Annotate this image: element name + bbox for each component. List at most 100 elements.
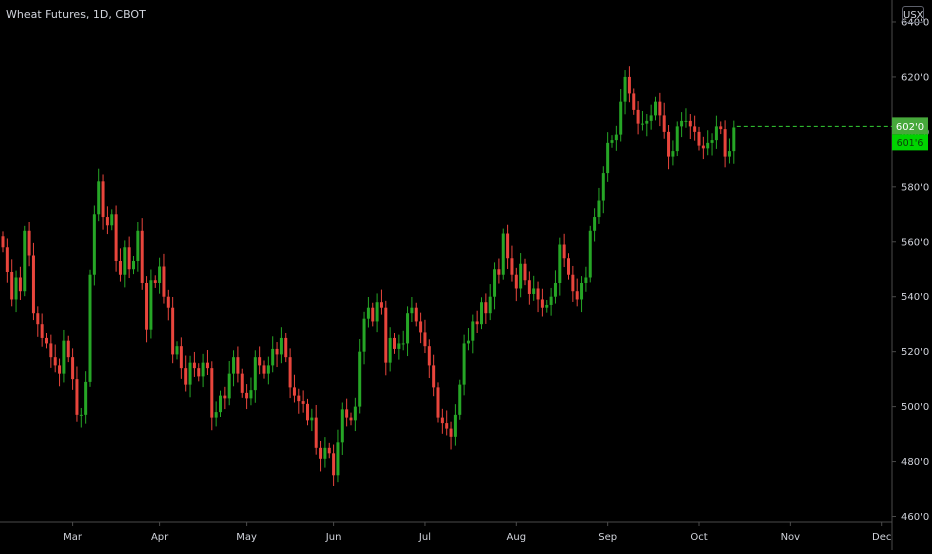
time-tick-label: Mar [63,532,83,543]
candle [371,302,375,327]
candle [484,293,488,324]
candle [258,346,262,375]
candle-body [132,261,135,270]
candle-body [219,395,222,413]
candle [197,363,201,382]
candle [658,92,662,127]
price-tick-label: 500'0 [901,402,929,413]
candle-body [523,263,527,281]
candle [649,104,653,130]
candle [18,266,22,301]
candle-body [340,409,344,443]
candle [532,275,536,301]
candle [732,120,736,164]
candle-body [719,126,723,130]
candle-body [332,453,336,476]
candle [114,205,118,272]
candle-body [66,340,70,358]
candle [614,125,618,151]
candle-body [210,368,214,418]
price-markers: 602'0 601'6 [736,117,928,151]
candle-body [366,307,370,319]
candle-body [580,282,584,300]
candle [675,121,679,157]
candle [97,168,101,222]
candle [571,265,575,302]
candle-body [406,313,410,344]
candle [71,348,75,390]
candle-body [18,277,22,292]
candle-body [192,362,196,369]
candle [553,270,557,304]
candle-body [118,261,122,275]
candle-body [553,282,557,297]
candle [75,366,79,422]
candle-body [375,302,379,322]
candle [545,300,549,313]
candle [10,259,14,307]
candle [366,296,370,328]
candle [132,256,135,275]
candle-body [319,447,323,459]
candle-body [275,348,279,355]
candle [619,89,623,142]
candle-body [162,266,166,297]
candle-body [640,123,644,125]
time-tick-label: Jul [418,532,431,543]
candle-body [45,337,48,344]
candle [162,253,166,304]
current-price-badge [892,134,928,151]
candle [45,332,48,349]
candle [349,412,353,426]
candle-body [558,244,562,283]
candle [314,404,318,455]
candle [727,138,731,164]
candle [219,390,222,418]
candle [388,327,392,372]
candle [301,390,305,413]
candle-body [606,142,610,174]
candle-body [40,324,44,338]
price-axis[interactable]: 460'0480'0500'0520'0540'0560'0580'0600'0… [891,0,929,550]
candle [458,379,462,420]
candle [31,242,35,321]
candle-body [654,101,657,116]
candle-body [449,428,453,437]
candle [680,112,684,138]
candle [110,209,114,231]
candle [662,102,666,139]
candle-body [127,247,131,270]
candle-body [201,362,205,377]
candle [223,386,227,410]
candle [179,337,183,379]
candle [575,278,579,307]
candle-body [105,217,109,226]
candle [453,404,457,446]
candle-body [497,269,501,275]
candle-body [714,126,718,141]
time-tick-label: Apr [151,532,169,543]
candle-body [532,288,536,294]
candle-body [258,357,262,366]
candle-body [623,76,627,102]
candle [53,344,57,373]
candle [323,437,327,468]
candle-body [575,291,579,300]
currency-unit-button[interactable]: USX [902,6,924,23]
candle [249,377,253,406]
candle [92,205,96,286]
candle-body [458,384,462,415]
candle [5,238,9,283]
candle-body [545,304,549,308]
candle-body [632,93,636,110]
time-tick-label: Aug [507,532,527,543]
candle-body [58,365,62,374]
candle-body [471,321,475,341]
candle [623,70,627,115]
candle [205,350,209,376]
price-tick-label: 460'0 [901,512,929,523]
time-axis[interactable]: Mar Apr May Jun Jul Aug Sep Oct Nov Dec [0,521,892,543]
candle [201,353,205,388]
